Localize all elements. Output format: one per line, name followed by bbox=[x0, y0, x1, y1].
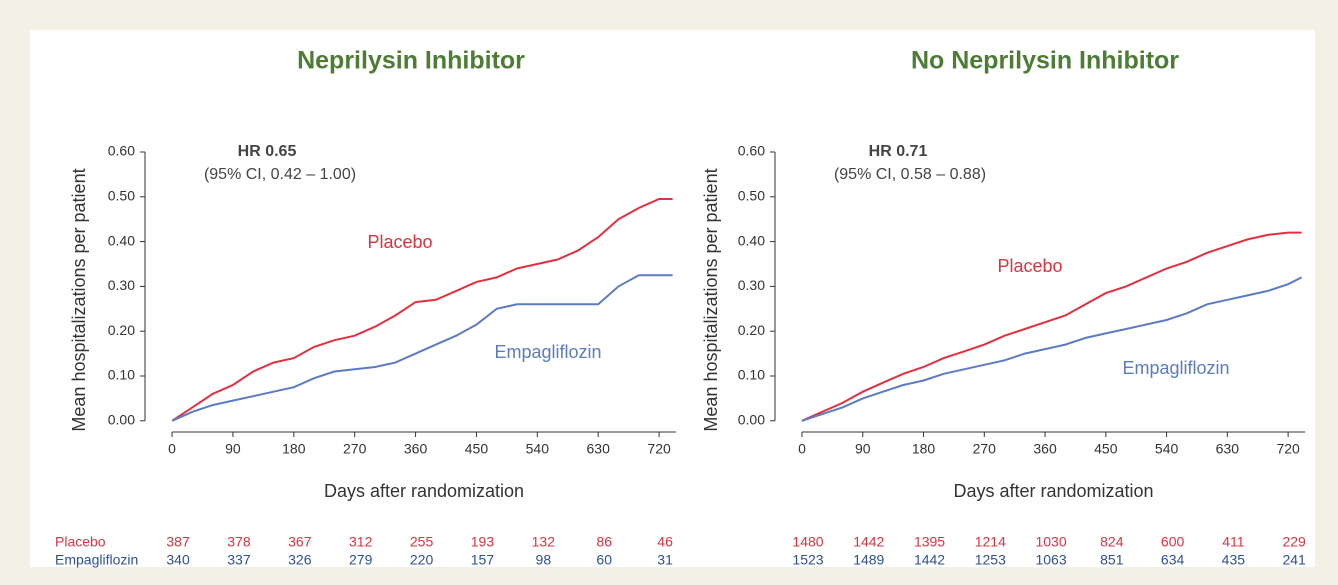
y-tick-label: 0.10 bbox=[108, 367, 135, 383]
x-tick-label: 720 bbox=[647, 441, 671, 457]
risk-count: 851 bbox=[1100, 552, 1124, 568]
risk-count: 1442 bbox=[914, 552, 945, 568]
risk-row-label: Empagliflozin bbox=[55, 552, 138, 568]
risk-count: 1395 bbox=[914, 534, 945, 550]
x-tick-label: 720 bbox=[1276, 441, 1300, 457]
x-tick-label: 270 bbox=[343, 441, 367, 457]
risk-count: 367 bbox=[288, 534, 312, 550]
risk-count: 634 bbox=[1161, 552, 1185, 568]
x-tick-label: 540 bbox=[1155, 441, 1179, 457]
risk-count: 1214 bbox=[975, 534, 1006, 550]
risk-count: 98 bbox=[536, 552, 552, 568]
risk-count: 824 bbox=[1100, 534, 1124, 550]
series-label: Placebo bbox=[367, 232, 432, 252]
risk-count: 193 bbox=[471, 534, 495, 550]
risk-count: 337 bbox=[227, 552, 251, 568]
panel bbox=[30, 30, 1315, 567]
risk-count: 340 bbox=[166, 552, 190, 568]
x-tick-label: 450 bbox=[465, 441, 489, 457]
series-label: Empagliflozin bbox=[494, 342, 601, 362]
risk-count: 1063 bbox=[1035, 552, 1066, 568]
y-tick-label: 0.50 bbox=[738, 188, 765, 204]
x-axis-label: Days after randomization bbox=[953, 481, 1153, 501]
y-tick-label: 0.60 bbox=[738, 143, 765, 159]
series-line bbox=[801, 231, 1302, 422]
x-tick-label: 180 bbox=[912, 441, 936, 457]
x-tick-label: 360 bbox=[1033, 441, 1057, 457]
y-tick-label: 0.40 bbox=[738, 232, 765, 248]
x-tick-label: 90 bbox=[225, 441, 241, 457]
risk-count: 1442 bbox=[853, 534, 884, 550]
x-tick-label: 0 bbox=[168, 441, 176, 457]
ci-annotation: (95% CI, 0.58 – 0.88) bbox=[834, 166, 986, 183]
risk-count: 387 bbox=[166, 534, 190, 550]
y-tick-label: 0.00 bbox=[738, 412, 765, 428]
hr-annotation: HR 0.71 bbox=[869, 143, 928, 160]
series-line bbox=[171, 274, 673, 422]
y-tick-label: 0.10 bbox=[738, 367, 765, 383]
hr-annotation: HR 0.65 bbox=[238, 143, 297, 160]
risk-count: 1030 bbox=[1035, 534, 1066, 550]
risk-count: 31 bbox=[657, 552, 673, 568]
risk-count: 86 bbox=[596, 534, 612, 550]
x-tick-label: 630 bbox=[587, 441, 611, 457]
x-axis-label: Days after randomization bbox=[324, 481, 524, 501]
risk-count: 1523 bbox=[792, 552, 823, 568]
x-tick-label: 540 bbox=[526, 441, 550, 457]
risk-count: 411 bbox=[1222, 534, 1245, 550]
y-tick-label: 0.20 bbox=[108, 322, 135, 338]
chart-title: Neprilysin Inhibitor bbox=[297, 47, 525, 75]
risk-count: 60 bbox=[596, 552, 612, 568]
risk-count: 600 bbox=[1161, 534, 1185, 550]
x-tick-label: 450 bbox=[1094, 441, 1118, 457]
y-tick-label: 0.40 bbox=[108, 232, 135, 248]
x-tick-label: 90 bbox=[855, 441, 871, 457]
x-tick-label: 180 bbox=[282, 441, 306, 457]
risk-count: 1480 bbox=[792, 534, 823, 550]
risk-count: 279 bbox=[349, 552, 373, 568]
risk-row-label: Placebo bbox=[55, 534, 106, 550]
risk-count: 220 bbox=[410, 552, 434, 568]
y-tick-label: 0.30 bbox=[738, 277, 765, 293]
y-tick-label: 0.30 bbox=[108, 277, 135, 293]
x-tick-label: 270 bbox=[973, 441, 997, 457]
series-line bbox=[801, 276, 1303, 422]
x-tick-label: 0 bbox=[798, 441, 806, 457]
risk-count: 229 bbox=[1282, 534, 1306, 550]
risk-count: 241 bbox=[1282, 552, 1306, 568]
risk-count: 46 bbox=[657, 534, 673, 550]
y-tick-label: 0.60 bbox=[108, 143, 135, 159]
risk-count: 132 bbox=[532, 534, 556, 550]
risk-count: 312 bbox=[349, 534, 373, 550]
risk-count: 1489 bbox=[853, 552, 884, 568]
risk-count: 378 bbox=[227, 534, 251, 550]
y-tick-label: 0.00 bbox=[108, 412, 135, 428]
y-axis-label: Mean hospitalizations per patient bbox=[69, 168, 89, 431]
risk-count: 435 bbox=[1222, 552, 1246, 568]
y-axis-label: Mean hospitalizations per patient bbox=[701, 168, 721, 431]
x-tick-label: 360 bbox=[404, 441, 428, 457]
series-line bbox=[171, 198, 673, 422]
risk-count: 326 bbox=[288, 552, 312, 568]
series-label: Placebo bbox=[997, 256, 1062, 276]
x-tick-label: 630 bbox=[1216, 441, 1240, 457]
risk-count: 157 bbox=[471, 552, 495, 568]
chart-title: No Neprilysin Inhibitor bbox=[911, 47, 1179, 75]
y-tick-label: 0.50 bbox=[108, 188, 135, 204]
series-label: Empagliflozin bbox=[1122, 358, 1229, 378]
ci-annotation: (95% CI, 0.42 – 1.00) bbox=[204, 166, 356, 183]
y-tick-label: 0.20 bbox=[738, 322, 765, 338]
risk-count: 1253 bbox=[975, 552, 1006, 568]
risk-count: 255 bbox=[410, 534, 434, 550]
